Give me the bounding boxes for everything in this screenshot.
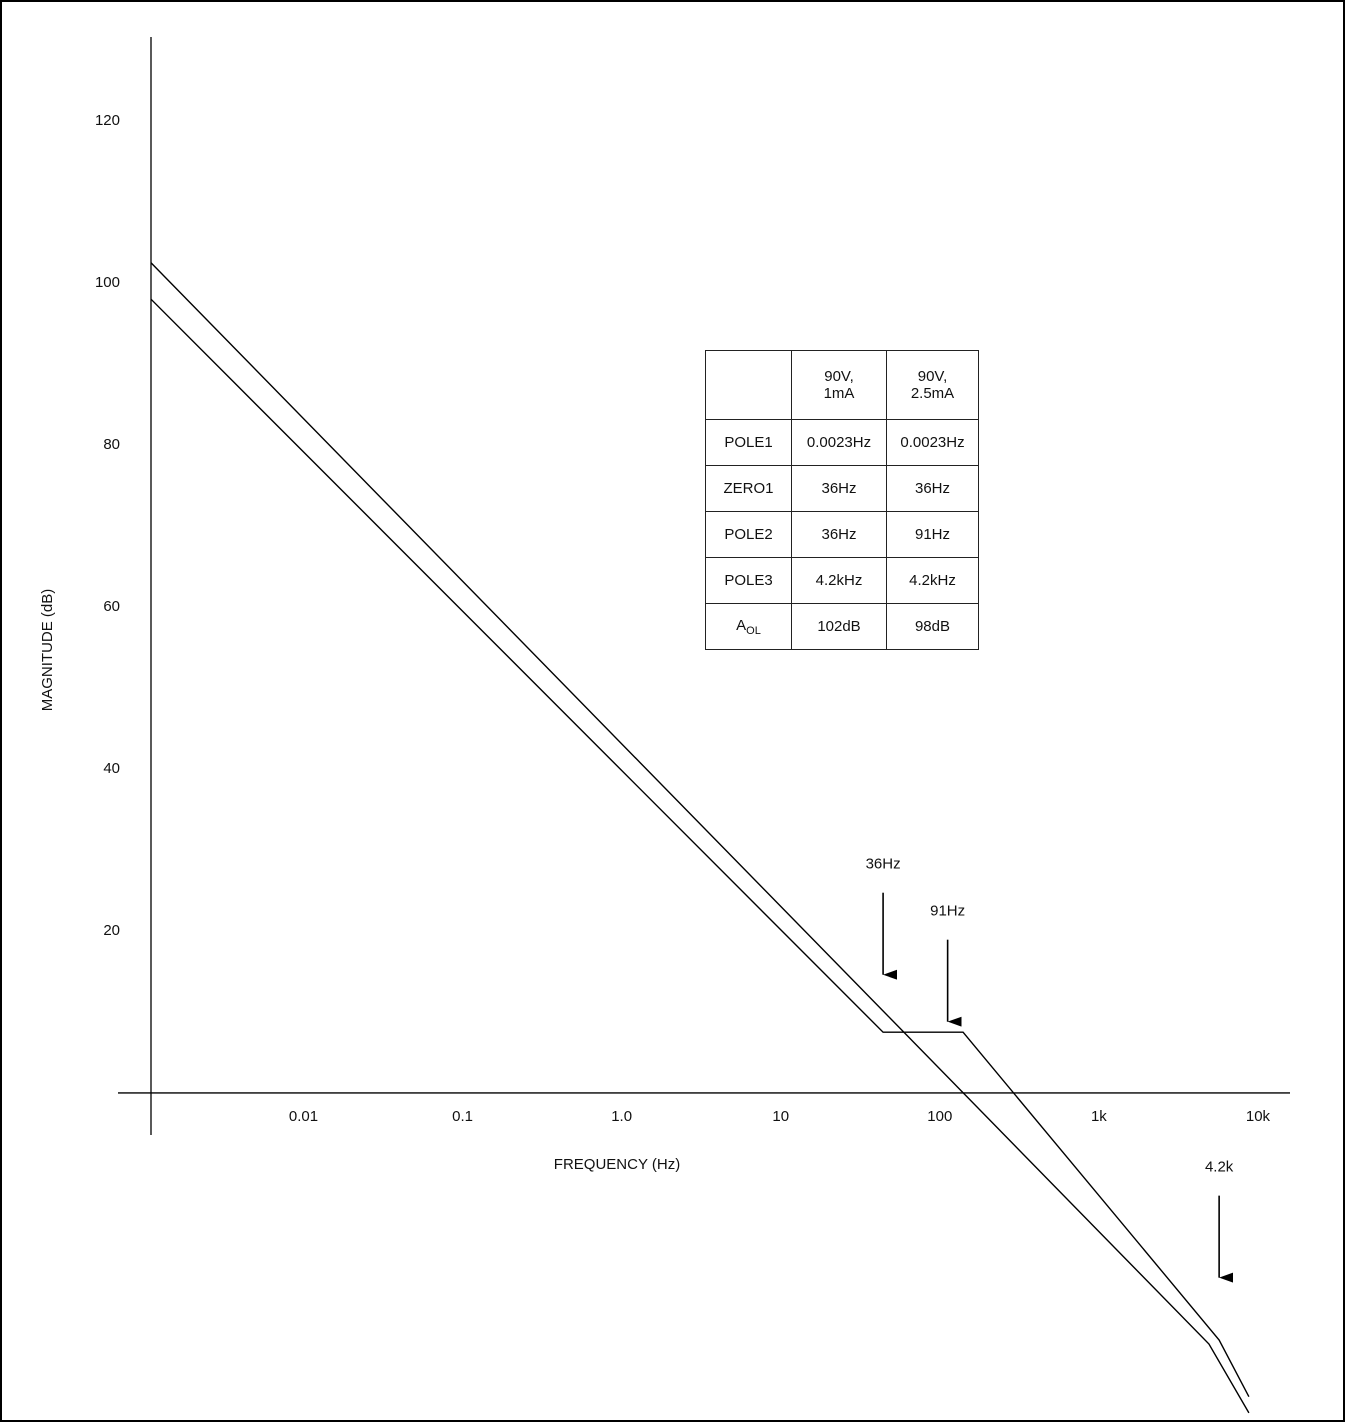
y-tick-label: 20	[103, 922, 120, 939]
table-cell: 36Hz	[791, 465, 887, 512]
table-cell: 4.2kHz	[791, 557, 887, 604]
y-tick-label: 40	[103, 760, 120, 777]
table-cell: 0.0023Hz	[791, 419, 887, 466]
table-cell: 36Hz	[886, 465, 979, 512]
row-label: ZERO1	[705, 465, 792, 512]
x-tick-label: 0.1	[452, 1108, 473, 1125]
table-corner	[705, 350, 792, 420]
table-cell: 91Hz	[886, 511, 979, 558]
table-row: POLE2 36Hz 91Hz	[705, 511, 979, 558]
table-row: POLE1 0.0023Hz 0.0023Hz	[705, 419, 979, 466]
row-label-text: POLE1	[724, 434, 773, 451]
series-line	[150, 262, 1250, 1414]
annotation-label: 36Hz	[866, 856, 901, 873]
table-row: AOL 102dB 98dB	[705, 603, 979, 650]
annotation-label: 4.2k	[1205, 1159, 1234, 1176]
y-tick-label: 80	[103, 436, 120, 453]
y-tick-label: 120	[95, 112, 120, 129]
row-label-subscript: OL	[746, 624, 761, 637]
row-label-text: POLE2	[724, 526, 773, 543]
x-tick-label: 1.0	[611, 1108, 632, 1125]
table-cell: 36Hz	[791, 511, 887, 558]
column-header-text: 90V, 2.5mA	[910, 368, 955, 402]
table-header-row: 90V, 1mA 90V, 2.5mA	[705, 350, 979, 420]
table-cell: 98dB	[886, 603, 979, 650]
row-label: POLE3	[705, 557, 792, 604]
annotation-label: 91Hz	[930, 903, 965, 920]
row-label: POLE1	[705, 419, 792, 466]
row-label-text: POLE3	[724, 572, 773, 589]
table-cell: 0.0023Hz	[886, 419, 979, 466]
y-axis-label: MAGNITUDE (dB)	[39, 589, 56, 712]
pole-zero-table: 90V, 1mA 90V, 2.5mA POLE1 0.0023Hz 0.0023Hz Z…	[705, 350, 979, 650]
y-tick-label: 60	[103, 598, 120, 615]
x-tick-label: 1k	[1091, 1108, 1107, 1125]
table-cell: 102dB	[791, 603, 887, 650]
row-label: AOL	[705, 603, 792, 650]
row-label-text: ZERO1	[723, 480, 774, 497]
table-row: ZERO1 36Hz 36Hz	[705, 465, 979, 512]
row-label-text: A	[736, 616, 747, 634]
table-column-header: 90V, 1mA	[791, 350, 887, 420]
table-cell: 4.2kHz	[886, 557, 979, 604]
x-tick-label: 0.01	[289, 1108, 318, 1125]
table-row: POLE3 4.2kHz 4.2kHz	[705, 557, 979, 604]
x-tick-label: 10k	[1246, 1108, 1271, 1125]
y-tick-label: 100	[95, 274, 120, 291]
series-line	[150, 298, 1250, 1398]
table-column-header: 90V, 2.5mA	[886, 350, 979, 420]
x-axis-label: FREQUENCY (Hz)	[554, 1156, 680, 1173]
row-label: POLE2	[705, 511, 792, 558]
x-tick-label: 10	[772, 1108, 789, 1125]
column-header-text: 90V, 1mA	[823, 368, 855, 402]
x-tick-label: 100	[927, 1108, 952, 1125]
